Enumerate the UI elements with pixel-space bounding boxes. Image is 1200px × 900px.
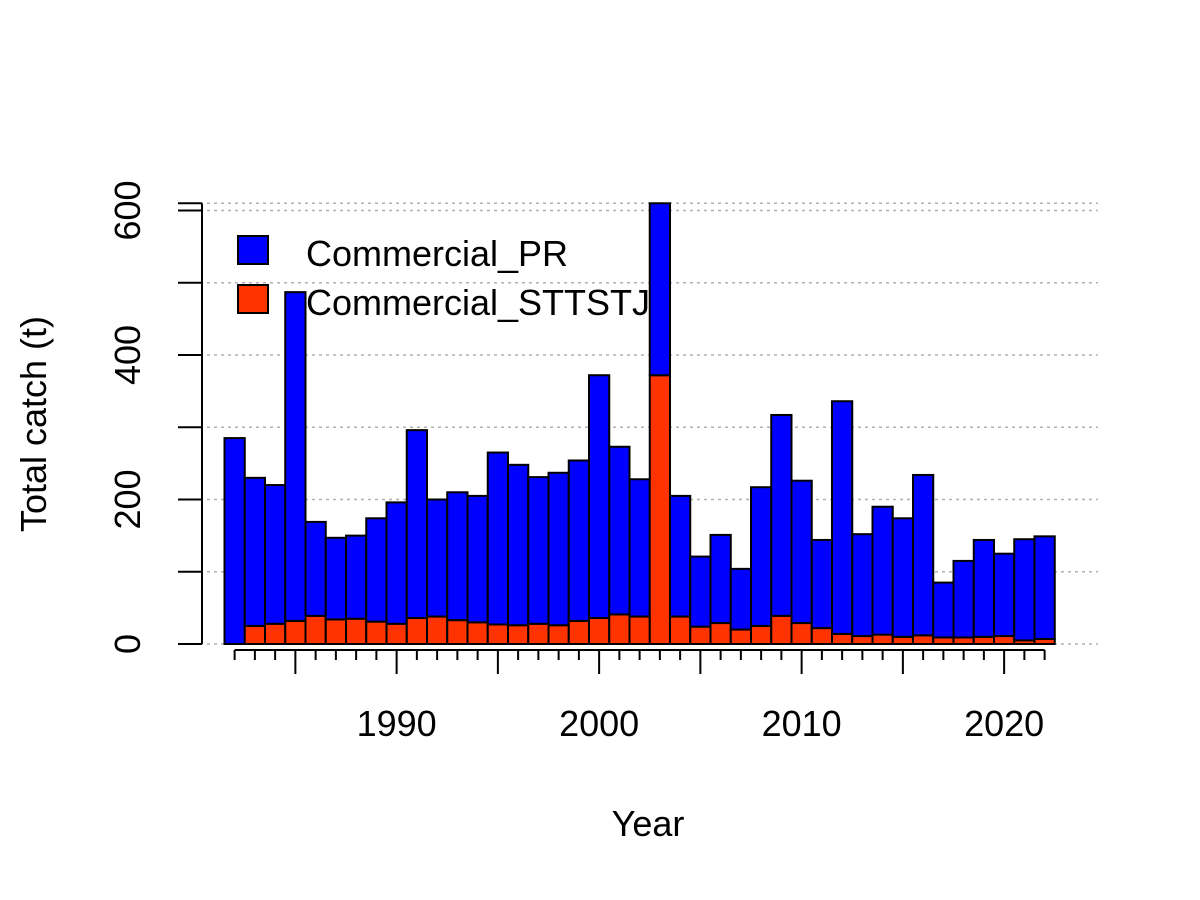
bar-commercial-sttstj bbox=[426, 615, 449, 645]
bar-commercial-pr bbox=[689, 555, 712, 628]
x-tick-label: 2000 bbox=[559, 703, 639, 744]
bar-commercial-sttstj bbox=[972, 635, 995, 646]
bar-commercial-pr bbox=[547, 471, 570, 627]
bar-commercial-sttstj bbox=[588, 616, 611, 645]
x-tick-label: 1990 bbox=[357, 703, 437, 744]
bar-commercial-pr bbox=[871, 505, 894, 636]
legend-swatch-commercial-sttstj bbox=[237, 284, 269, 314]
bar-commercial-pr bbox=[446, 491, 469, 622]
bar-commercial-sttstj bbox=[750, 624, 773, 645]
bar-commercial-pr bbox=[324, 536, 347, 621]
bar-commercial-sttstj bbox=[264, 622, 287, 646]
bar-commercial-sttstj bbox=[851, 635, 874, 645]
bar-commercial-pr bbox=[729, 567, 752, 631]
bar-commercial-pr bbox=[648, 202, 671, 377]
bar-commercial-pr bbox=[486, 451, 509, 626]
legend-label-commercial-sttstj: Commercial_STTSTJ bbox=[306, 282, 650, 323]
axes: 0 200 400 600 1990 2000 2010 2020 bbox=[107, 180, 1046, 744]
bar-commercial-pr bbox=[750, 486, 773, 627]
bar-commercial-sttstj bbox=[243, 624, 266, 645]
bar-commercial-pr bbox=[588, 374, 611, 619]
bar-commercial-sttstj bbox=[689, 625, 712, 645]
bar-commercial-pr bbox=[669, 494, 692, 618]
bar-commercial-sttstj bbox=[729, 628, 752, 645]
bar-commercial-sttstj bbox=[831, 632, 854, 646]
bar-commercial-sttstj bbox=[648, 374, 671, 645]
bar-commercial-pr bbox=[912, 473, 935, 637]
bar-commercial-sttstj bbox=[770, 614, 793, 646]
bar-commercial-sttstj bbox=[912, 634, 935, 646]
bar-commercial-pr bbox=[345, 534, 368, 620]
y-tick-label: 0 bbox=[107, 634, 148, 654]
bar-commercial-pr bbox=[264, 484, 287, 625]
bar-commercial-pr bbox=[405, 429, 428, 619]
bar-commercial-pr bbox=[932, 581, 955, 639]
bar-commercial-pr bbox=[243, 476, 266, 627]
bar-commercial-pr bbox=[770, 413, 793, 617]
y-tick-label: 600 bbox=[107, 180, 148, 240]
bar-commercial-sttstj bbox=[446, 619, 469, 645]
legend: Commercial_PR Commercial_STTSTJ bbox=[237, 233, 650, 323]
bar-commercial-sttstj bbox=[810, 627, 833, 645]
bar-commercial-pr bbox=[628, 478, 651, 618]
bar-commercial-sttstj bbox=[628, 615, 651, 645]
bar-commercial-sttstj bbox=[365, 620, 388, 645]
bar-commercial-pr bbox=[567, 459, 590, 622]
bar-commercial-pr bbox=[810, 538, 833, 630]
bar-commercial-sttstj bbox=[405, 616, 428, 645]
bar-commercial-pr bbox=[365, 517, 388, 623]
bar-commercial-pr bbox=[952, 559, 975, 639]
bar-commercial-sttstj bbox=[304, 614, 327, 646]
bar-commercial-pr bbox=[527, 476, 550, 625]
bar-commercial-pr bbox=[831, 400, 854, 635]
bar-commercial-sttstj bbox=[547, 624, 570, 646]
bar-commercial-sttstj bbox=[486, 623, 509, 645]
bar-commercial-pr bbox=[507, 463, 530, 627]
bar-commercial-sttstj bbox=[284, 619, 307, 646]
bar-commercial-pr bbox=[426, 498, 449, 618]
bar-commercial-sttstj bbox=[709, 622, 732, 645]
bar-commercial-sttstj bbox=[345, 617, 368, 646]
bar-commercial-pr bbox=[385, 501, 408, 625]
bar-commercial-pr bbox=[284, 291, 307, 622]
bar-commercial-pr bbox=[608, 445, 631, 616]
bar-commercial-sttstj bbox=[871, 633, 894, 645]
y-tick-label: 200 bbox=[107, 469, 148, 529]
x-axis-label: Year bbox=[612, 803, 685, 844]
bar-commercial-sttstj bbox=[669, 615, 692, 645]
bar-commercial-pr bbox=[891, 517, 914, 638]
bar-commercial-pr bbox=[1013, 538, 1036, 642]
x-tick-label: 2010 bbox=[762, 703, 842, 744]
bar-commercial-sttstj bbox=[790, 622, 813, 645]
y-tick-label: 400 bbox=[107, 325, 148, 385]
bar-commercial-sttstj bbox=[324, 618, 347, 645]
bar-commercial-sttstj bbox=[567, 619, 590, 646]
bar-commercial-sttstj bbox=[507, 624, 530, 646]
bar-commercial-sttstj bbox=[466, 621, 489, 646]
bar-commercial-sttstj bbox=[385, 622, 408, 646]
bar-commercial-pr bbox=[223, 437, 246, 645]
bar-commercial-sttstj bbox=[527, 622, 550, 646]
bar-commercial-pr bbox=[1033, 535, 1056, 640]
x-tick-label: 2020 bbox=[964, 703, 1044, 744]
legend-swatch-commercial-pr bbox=[237, 235, 269, 265]
legend-label-commercial-pr: Commercial_PR bbox=[306, 233, 568, 274]
bar-commercial-pr bbox=[851, 533, 874, 638]
bar-commercial-sttstj bbox=[891, 635, 914, 646]
bar-commercial-sttstj bbox=[993, 635, 1016, 645]
bar-commercial-pr bbox=[709, 533, 732, 625]
bar-commercial-pr bbox=[993, 552, 1016, 638]
bar-commercial-pr bbox=[304, 520, 327, 617]
bar-commercial-pr bbox=[972, 538, 995, 638]
bar-commercial-sttstj bbox=[608, 613, 631, 646]
bar-commercial-pr bbox=[466, 494, 489, 624]
y-axis-label: Total catch (t) bbox=[13, 316, 54, 532]
bar-commercial-pr bbox=[790, 479, 813, 625]
bars bbox=[223, 202, 1056, 646]
